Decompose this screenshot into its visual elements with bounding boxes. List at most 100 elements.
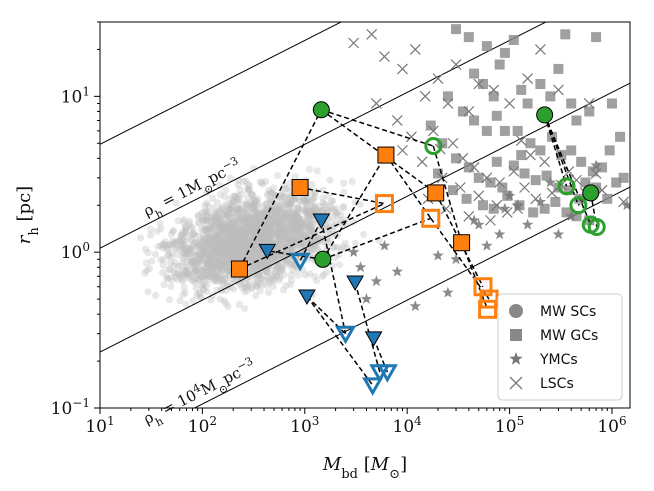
background-point: [230, 240, 238, 248]
background-point: [333, 212, 341, 220]
blue-open-triangle: [362, 377, 384, 396]
background-point: [253, 211, 261, 220]
lsc-marker: [522, 73, 534, 85]
background-point: [276, 219, 284, 227]
background-point: [206, 266, 214, 274]
background-point: [181, 225, 190, 233]
background-point: [253, 282, 261, 290]
background-point: [258, 227, 266, 235]
background-point: [313, 277, 321, 285]
background-point: [184, 250, 192, 258]
background-point: [207, 226, 215, 234]
background-point: [226, 204, 234, 212]
background-point: [180, 283, 188, 292]
background-point: [252, 282, 261, 290]
background-point: [230, 218, 238, 226]
background-point: [236, 240, 244, 248]
background-point: [217, 243, 225, 251]
background-point: [280, 229, 288, 237]
background-point: [221, 274, 229, 282]
background-point: [201, 271, 209, 280]
background-point: [225, 232, 233, 240]
background-point: [176, 245, 184, 253]
background-point: [261, 222, 270, 231]
background-point: [298, 221, 306, 229]
background-point: [228, 238, 236, 246]
background-point: [274, 202, 283, 211]
background-point: [240, 218, 248, 226]
background-point: [233, 205, 241, 214]
background-point: [221, 240, 229, 248]
background-point: [234, 180, 242, 188]
background-point: [292, 235, 300, 243]
background-point: [300, 219, 308, 227]
background-point: [287, 271, 295, 279]
background-point: [224, 247, 232, 255]
background-point: [280, 227, 289, 235]
background-point: [257, 250, 265, 258]
gc-marker: [477, 79, 488, 90]
background-point: [267, 276, 275, 284]
background-point: [220, 236, 228, 244]
background-point: [234, 217, 242, 225]
lsc-marker: [508, 165, 520, 177]
background-point: [172, 238, 180, 246]
background-point: [193, 238, 201, 246]
background-point: [286, 234, 294, 242]
background-point: [238, 226, 246, 234]
background-point: [206, 225, 214, 233]
background-point: [236, 230, 244, 238]
background-point: [197, 293, 205, 301]
background-point: [255, 228, 263, 236]
background-point: [323, 225, 331, 233]
background-point: [273, 231, 281, 239]
background-point: [308, 207, 316, 215]
background-point: [277, 226, 285, 234]
background-point: [178, 234, 186, 242]
background-point: [254, 223, 262, 231]
background-point: [248, 235, 256, 243]
orange-open-square: [479, 289, 499, 309]
y-tick-label: 101: [61, 84, 90, 107]
model-connection: [543, 114, 592, 226]
background-point: [269, 282, 277, 291]
background-point: [223, 218, 231, 226]
orange-filled-square: [453, 234, 471, 252]
background-point: [283, 259, 291, 267]
background-point: [253, 217, 262, 225]
background-point: [227, 220, 235, 228]
background-point: [256, 214, 264, 222]
background-point: [233, 223, 241, 231]
background-point: [287, 236, 296, 244]
background-point: [283, 233, 291, 241]
ymc-marker: [521, 218, 534, 230]
lsc-marker: [491, 199, 503, 211]
background-point: [216, 295, 224, 303]
background-point: [265, 212, 273, 220]
background-point: [272, 255, 280, 263]
background-point: [291, 217, 299, 225]
background-point: [210, 232, 218, 241]
background-point: [294, 207, 302, 215]
background-point: [295, 213, 303, 222]
background-point: [258, 251, 266, 259]
background-point: [297, 229, 305, 237]
background-point: [269, 204, 277, 212]
background-point: [212, 250, 220, 258]
lsc-marker: [583, 98, 595, 109]
background-point: [238, 244, 246, 252]
background-point: [250, 197, 259, 205]
orange-filled-square: [427, 184, 445, 202]
background-point: [255, 212, 263, 220]
background-point: [147, 231, 155, 239]
background-point: [198, 273, 206, 281]
background-point: [228, 224, 236, 232]
background-point: [210, 274, 218, 283]
mw-sc-marker: [312, 101, 330, 119]
background-point: [251, 218, 259, 226]
background-point: [241, 239, 250, 247]
background-point: [205, 242, 213, 250]
background-point: [250, 200, 258, 208]
background-point: [247, 230, 255, 238]
background-point: [195, 258, 203, 266]
